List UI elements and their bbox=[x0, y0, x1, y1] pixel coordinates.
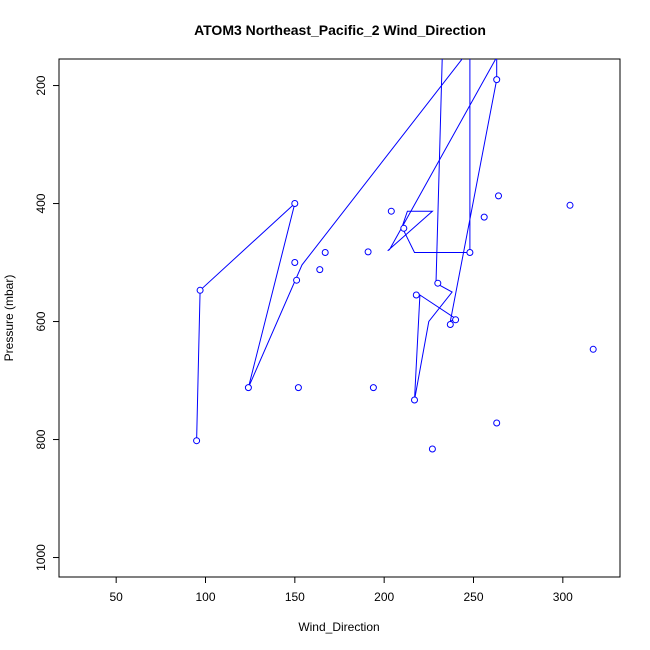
x-axis-label: Wind_Direction bbox=[298, 620, 379, 634]
y-axis-label: Pressure (mbar) bbox=[2, 275, 16, 362]
data-point bbox=[316, 266, 324, 274]
data-point bbox=[493, 76, 501, 84]
data-point bbox=[589, 345, 597, 353]
data-point bbox=[291, 259, 299, 266]
data-point bbox=[294, 384, 302, 392]
data-point bbox=[446, 321, 454, 328]
x-tick-label: 100 bbox=[195, 590, 215, 604]
data-point bbox=[495, 192, 502, 200]
series-line bbox=[196, 59, 498, 441]
data-point bbox=[196, 286, 204, 294]
data-point bbox=[387, 207, 395, 215]
data-point bbox=[193, 437, 201, 445]
y-tick-label: 800 bbox=[34, 429, 48, 449]
data-point bbox=[369, 384, 377, 392]
y-tick-label: 1000 bbox=[34, 544, 48, 571]
y-tick-label: 400 bbox=[34, 193, 48, 213]
data-point bbox=[566, 201, 574, 209]
x-axis: 50 100 150 200 250 300 bbox=[109, 577, 573, 604]
data-point bbox=[434, 279, 442, 287]
data-point bbox=[291, 200, 299, 207]
data-point bbox=[493, 419, 501, 427]
y-tick-label: 200 bbox=[34, 75, 48, 95]
y-axis: 200 400 600 800 1000 bbox=[34, 75, 59, 571]
data-point bbox=[293, 276, 301, 284]
y-tick-label: 600 bbox=[34, 311, 48, 331]
data-point bbox=[411, 396, 418, 404]
data-point bbox=[466, 249, 474, 256]
x-tick-label: 50 bbox=[109, 590, 123, 604]
data-point bbox=[364, 248, 372, 256]
plot-frame bbox=[58, 58, 621, 578]
x-tick-label: 250 bbox=[463, 590, 483, 604]
data-point bbox=[400, 224, 408, 232]
data-point bbox=[244, 384, 252, 392]
data-point bbox=[452, 316, 460, 324]
data-point bbox=[412, 291, 420, 299]
x-tick-label: 150 bbox=[285, 590, 305, 604]
data-point bbox=[428, 445, 436, 453]
x-tick-label: 200 bbox=[374, 590, 394, 604]
data-point bbox=[321, 249, 329, 256]
chart-title: ATOM3 Northeast_Pacific_2 Wind_Direction bbox=[194, 22, 486, 38]
data-point bbox=[480, 213, 488, 221]
x-tick-label: 300 bbox=[553, 590, 573, 604]
